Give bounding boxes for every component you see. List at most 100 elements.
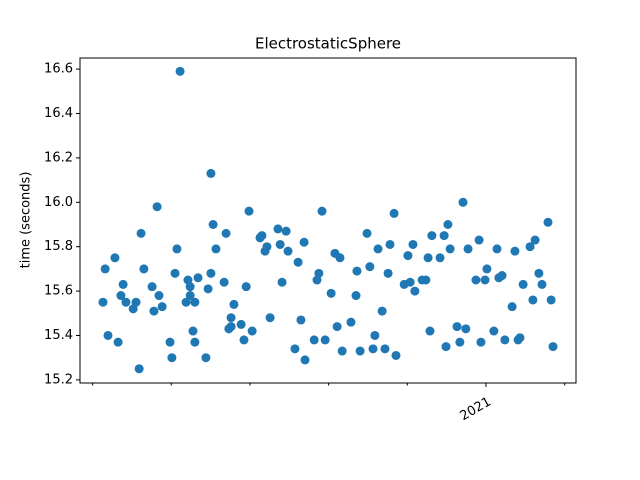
point (427, 231, 437, 241)
point (500, 335, 510, 345)
point (185, 282, 195, 292)
point (113, 337, 123, 347)
point (352, 266, 362, 276)
point (175, 66, 185, 76)
point (296, 315, 306, 325)
point (391, 350, 401, 360)
point (370, 330, 380, 340)
y-axis-label: time (seconds) (19, 172, 34, 269)
point (463, 244, 473, 254)
point (172, 244, 182, 254)
point (134, 364, 144, 374)
point (110, 253, 120, 263)
point (443, 219, 453, 229)
point (188, 326, 198, 336)
point (103, 330, 113, 340)
point (206, 168, 216, 178)
point (299, 237, 309, 247)
y-tick-label: 15.6 (44, 284, 73, 299)
point (543, 217, 553, 227)
point (211, 244, 221, 254)
point (185, 291, 195, 301)
point (277, 277, 287, 287)
point (332, 322, 342, 332)
point (410, 286, 420, 296)
point (239, 335, 249, 345)
point (480, 275, 490, 285)
point (351, 291, 361, 301)
point (314, 268, 324, 278)
point (525, 242, 535, 252)
point (281, 226, 291, 236)
point (518, 279, 528, 289)
point (515, 333, 525, 343)
point (441, 342, 451, 352)
point (219, 277, 229, 287)
point (247, 326, 257, 336)
point (458, 197, 468, 207)
point (452, 322, 462, 332)
point (157, 302, 167, 312)
point (283, 246, 293, 256)
point (121, 297, 131, 307)
point (335, 253, 345, 263)
point (326, 288, 336, 298)
point (380, 344, 390, 354)
point (385, 239, 395, 249)
point (355, 346, 365, 356)
point (492, 244, 502, 254)
point (425, 326, 435, 336)
point (193, 273, 203, 283)
point (226, 313, 236, 323)
point (534, 268, 544, 278)
point (461, 324, 471, 334)
point (435, 253, 445, 263)
point (190, 297, 200, 307)
point (546, 295, 556, 305)
point (147, 282, 157, 292)
point (154, 291, 164, 301)
point (528, 295, 538, 305)
point (474, 235, 484, 245)
point (139, 264, 149, 274)
point (170, 268, 180, 278)
point (537, 279, 547, 289)
point (241, 282, 251, 292)
point (208, 219, 218, 229)
point (190, 337, 200, 347)
point (290, 344, 300, 354)
point (181, 297, 191, 307)
point (201, 353, 211, 363)
point (98, 297, 108, 307)
point (403, 251, 413, 261)
y-tick-label: 15.2 (44, 372, 73, 387)
point (118, 279, 128, 289)
point (226, 322, 236, 332)
point (510, 246, 520, 256)
point (229, 299, 239, 309)
point (275, 239, 285, 249)
point (408, 239, 418, 249)
y-tick-label: 16.6 (44, 62, 73, 77)
point (389, 208, 399, 218)
point (476, 337, 486, 347)
point (497, 271, 507, 281)
point (131, 297, 141, 307)
point (377, 306, 387, 316)
point (383, 268, 393, 278)
y-tick-label: 16.2 (44, 150, 73, 165)
point (149, 306, 159, 316)
point (300, 355, 310, 365)
chart-title: ElectrostaticSphere (255, 35, 401, 53)
point (507, 302, 517, 312)
point (405, 277, 415, 287)
point (362, 228, 372, 238)
point (244, 206, 254, 216)
point (309, 335, 319, 345)
point (262, 242, 272, 252)
point (100, 264, 110, 274)
point (165, 337, 175, 347)
point (257, 231, 267, 241)
